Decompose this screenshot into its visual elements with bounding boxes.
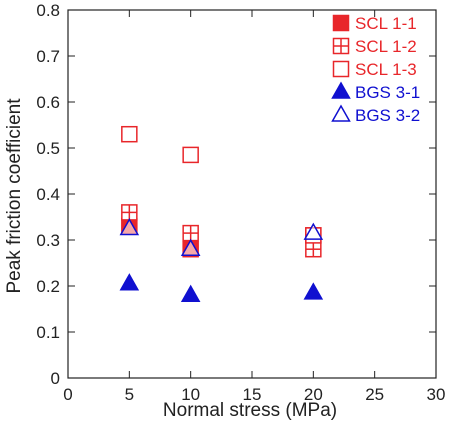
legend-marker — [332, 14, 350, 32]
x-tick-label: 20 — [304, 385, 323, 404]
y-tick-label: 0.6 — [36, 93, 60, 112]
data-point — [180, 238, 201, 256]
data-point — [303, 222, 324, 240]
y-tick-label: 0.4 — [36, 185, 60, 204]
legend-marker — [332, 37, 350, 55]
x-tick-label: 15 — [243, 385, 262, 404]
data-point — [303, 282, 324, 300]
x-tick-label: 5 — [125, 385, 134, 404]
legend: SCL 1-1 SCL 1-2 SCL 1-3 BGS 3-1 BGS 3-2 — [331, 14, 420, 125]
data-point — [180, 284, 201, 302]
data-point — [121, 125, 138, 143]
y-tick-label: 0.7 — [36, 47, 60, 66]
legend-label: SCL 1-1 — [355, 14, 417, 33]
x-tick-label: 10 — [181, 385, 200, 404]
x-tick-label: 0 — [63, 385, 72, 404]
legend-marker — [331, 104, 351, 122]
data-point — [119, 273, 140, 291]
data-point — [121, 204, 138, 221]
legend-marker — [331, 81, 351, 99]
legend-label: SCL 1-3 — [355, 60, 417, 79]
ticks: 0 5 10 15 20 25 30 0 0.1 0.2 0.3 0.4 0.5 0.6 0.7 0.8 — [36, 1, 445, 404]
x-tick-label: 30 — [427, 385, 446, 404]
legend-label: BGS 3-1 — [355, 83, 420, 102]
legend-label: BGS 3-2 — [355, 106, 420, 125]
y-tick-label: 0.3 — [36, 231, 60, 250]
data-point — [182, 224, 199, 242]
y-tick-label: 0.5 — [36, 139, 60, 158]
y-tick-label: 0.8 — [36, 1, 60, 20]
data-point — [305, 240, 322, 258]
legend-marker — [332, 60, 350, 78]
y-axis-label: Peak friction coefficient — [4, 98, 25, 294]
data-point — [119, 217, 140, 236]
x-tick-label: 25 — [365, 385, 384, 404]
x-axis-label: Normal stress (MPa) — [163, 400, 337, 421]
y-tick-label: 0.2 — [36, 277, 60, 296]
legend-label: SCL 1-2 — [355, 37, 417, 56]
y-tick-label: 0 — [51, 369, 60, 388]
data-point — [182, 146, 199, 164]
y-tick-label: 0.1 — [36, 323, 60, 342]
data-points — [119, 125, 324, 302]
